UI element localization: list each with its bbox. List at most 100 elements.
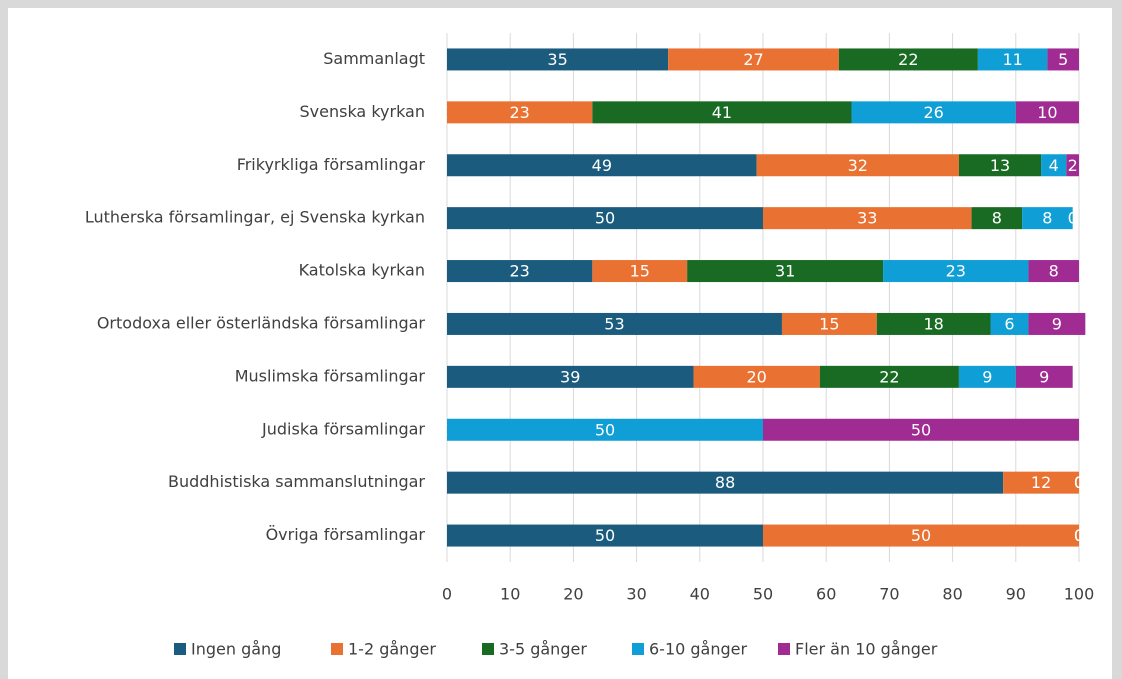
data-label: 0	[1074, 526, 1084, 545]
data-label: 50	[595, 209, 615, 228]
bar-segment	[447, 207, 763, 230]
bar-segment	[447, 48, 669, 71]
y-tick-label: Sammanlagt	[323, 49, 425, 68]
bar-segment	[447, 418, 763, 441]
data-label: 23	[510, 103, 530, 122]
data-label: 11	[1002, 50, 1022, 69]
data-label: 15	[630, 262, 650, 281]
legend-swatch	[778, 643, 790, 655]
data-label: 9	[1052, 314, 1062, 333]
data-label: 31	[775, 262, 795, 281]
legend-swatch	[331, 643, 343, 655]
data-label: 50	[595, 420, 615, 439]
x-tick-label: 30	[626, 585, 646, 604]
bar-segment	[1047, 48, 1079, 71]
data-label: 20	[747, 367, 767, 386]
data-label: 5	[1058, 50, 1068, 69]
data-label: 10	[1037, 103, 1057, 122]
data-label: 88	[715, 473, 735, 492]
bar-segment	[447, 312, 782, 335]
data-label: 27	[743, 50, 763, 69]
bar-segment	[1015, 101, 1079, 124]
data-label: 39	[560, 367, 580, 386]
data-label: 8	[1049, 262, 1059, 281]
bar-segment	[1003, 471, 1079, 494]
bar-segment	[763, 524, 1079, 547]
bar-segment	[693, 365, 820, 388]
bar-segment	[1066, 154, 1079, 177]
y-tick-label: Övriga församlingar	[266, 525, 426, 544]
bar-segment	[447, 154, 757, 177]
data-label: 2	[1068, 156, 1078, 175]
data-label: 23	[946, 262, 966, 281]
x-tick-label: 60	[816, 585, 836, 604]
data-label: 0	[1074, 526, 1084, 545]
legend-swatch	[482, 643, 494, 655]
bar-segment	[851, 101, 1016, 124]
data-label: 0	[1074, 473, 1084, 492]
data-label: 0	[1068, 209, 1078, 228]
x-tick-label: 90	[1006, 585, 1026, 604]
y-tick-label: Judiska församlingar	[261, 419, 425, 438]
y-tick-label: Frikyrkliga församlingar	[237, 155, 426, 174]
bar-segment	[763, 207, 972, 230]
bar-segment	[687, 260, 884, 283]
y-tick-label: Buddhistiska sammanslutningar	[168, 472, 425, 491]
legend-swatch	[174, 643, 186, 655]
data-label: 9	[982, 367, 992, 386]
data-label: 6	[1004, 314, 1014, 333]
data-label: 53	[604, 314, 624, 333]
bar-segment	[447, 101, 593, 124]
x-tick-label: 80	[942, 585, 962, 604]
bar-segment	[447, 365, 694, 388]
data-label: 22	[879, 367, 899, 386]
data-label: 41	[712, 103, 732, 122]
bar-segment	[819, 365, 959, 388]
x-tick-label: 20	[563, 585, 583, 604]
data-label: 4	[1049, 156, 1059, 175]
x-tick-label: 40	[690, 585, 710, 604]
data-label: 50	[911, 526, 931, 545]
y-tick-label: Katolska kyrkan	[299, 261, 425, 280]
bar-segment	[883, 260, 1029, 283]
bar-segment	[958, 365, 1016, 388]
bar-segment	[592, 260, 688, 283]
bar-segment	[958, 154, 1042, 177]
y-tick-label: Ortodoxa eller österländska församlingar	[97, 313, 426, 332]
x-tick-label: 70	[879, 585, 899, 604]
bar-segment	[1041, 154, 1067, 177]
data-label: 50	[911, 420, 931, 439]
x-tick-label: 100	[1064, 585, 1095, 604]
data-label: 8	[1042, 209, 1052, 228]
bar-segment	[763, 418, 1079, 441]
data-label: 33	[857, 209, 877, 228]
bar-segment	[876, 312, 991, 335]
x-tick-label: 10	[500, 585, 520, 604]
bar-segment	[447, 471, 1004, 494]
data-label: 0	[1074, 473, 1084, 492]
data-label: 50	[595, 526, 615, 545]
bar-segment	[990, 312, 1029, 335]
bar-segment	[1022, 207, 1073, 230]
data-label: 26	[923, 103, 943, 122]
y-tick-label: Muslimska församlingar	[235, 366, 426, 385]
data-label: 22	[898, 50, 918, 69]
x-tick-label: 50	[753, 585, 773, 604]
bar-segment	[668, 48, 839, 71]
data-label: 35	[547, 50, 567, 69]
bar-segment	[756, 154, 959, 177]
bar-segment	[977, 48, 1048, 71]
bar-segment	[1028, 260, 1079, 283]
legend-label: 6-10 gånger	[649, 640, 748, 659]
data-label: 49	[592, 156, 612, 175]
bar-segment	[1028, 312, 1086, 335]
legend-label: Fler än 10 gånger	[795, 640, 938, 659]
data-label: 12	[1031, 473, 1051, 492]
bar-segment	[781, 312, 877, 335]
data-label: 18	[923, 314, 943, 333]
bar-segment	[447, 524, 763, 547]
y-tick-label: Lutherska församlingar, ej Svenska kyrka…	[85, 208, 425, 227]
legend-swatch	[632, 643, 644, 655]
bar-segment	[971, 207, 1023, 230]
